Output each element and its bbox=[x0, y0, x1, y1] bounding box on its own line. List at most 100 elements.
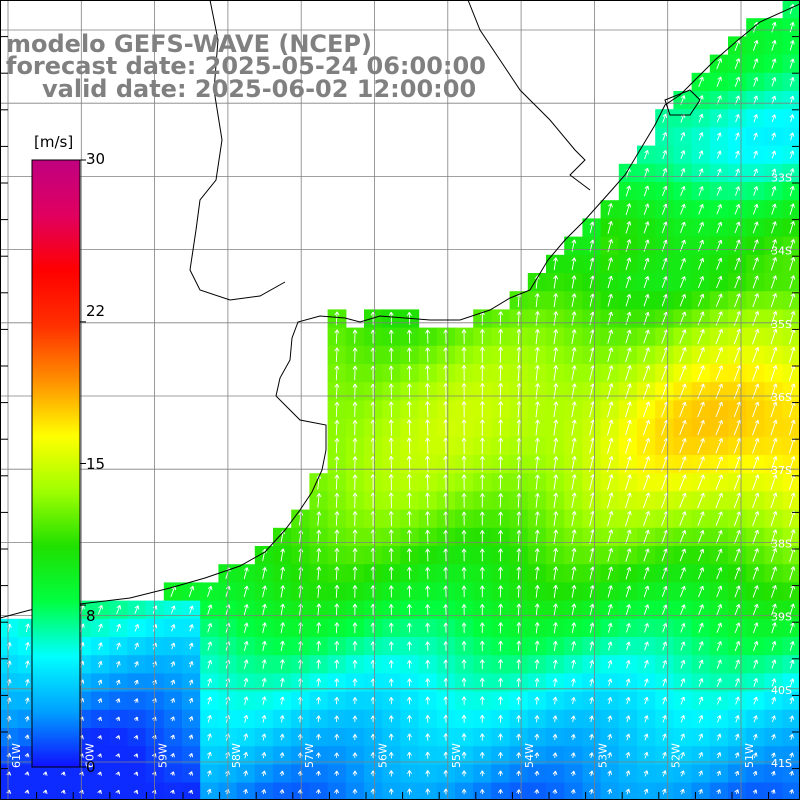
wind-arrow bbox=[753, 150, 758, 159]
wind-arrow bbox=[625, 751, 631, 759]
wind-arrow bbox=[207, 585, 213, 597]
wind-arrow bbox=[498, 714, 503, 723]
wind-arrow bbox=[261, 733, 267, 741]
lat-label: 36S bbox=[771, 391, 792, 404]
wind-arrow bbox=[788, 419, 796, 436]
wind-arrow bbox=[24, 753, 30, 758]
wind-arrow bbox=[188, 661, 194, 668]
wind-arrow bbox=[261, 640, 267, 652]
lon-label: 52W bbox=[670, 743, 683, 768]
wind-arrow bbox=[479, 383, 485, 400]
wind-arrow bbox=[315, 770, 321, 776]
wind-arrow bbox=[406, 419, 412, 436]
wind-arrow bbox=[170, 605, 176, 614]
wind-arrow bbox=[698, 659, 704, 669]
wind-arrow bbox=[388, 365, 394, 381]
wind-arrow bbox=[479, 714, 485, 723]
wind-arrow bbox=[498, 364, 504, 382]
wind-arrow bbox=[479, 751, 485, 759]
wind-arrow bbox=[625, 185, 631, 197]
wind-arrow bbox=[553, 293, 559, 308]
wind-arrow bbox=[552, 622, 558, 634]
wind-arrow bbox=[425, 329, 431, 344]
wind-arrow bbox=[352, 715, 358, 723]
wind-arrow bbox=[388, 585, 394, 598]
wind-arrow bbox=[261, 752, 267, 759]
wind-arrow bbox=[625, 419, 632, 436]
wind-arrow bbox=[60, 789, 66, 795]
wind-arrow bbox=[553, 584, 558, 598]
title-forecast-date: forecast date: 2025-05-24 06:00:00 bbox=[6, 52, 486, 80]
wind-arrow bbox=[97, 771, 102, 776]
wind-arrow bbox=[698, 168, 704, 178]
wind-arrow bbox=[207, 641, 213, 651]
wind-arrow bbox=[643, 715, 649, 723]
wind-arrow bbox=[625, 529, 632, 545]
wind-arrow bbox=[607, 585, 613, 598]
wind-arrow bbox=[697, 347, 705, 363]
wind-arrow bbox=[334, 659, 340, 669]
wind-arrow bbox=[479, 640, 485, 652]
wind-arrow bbox=[261, 770, 267, 777]
wind-arrow bbox=[170, 698, 175, 704]
wind-arrow bbox=[643, 185, 650, 197]
wind-arrow bbox=[607, 257, 613, 271]
wind-arrow bbox=[752, 548, 759, 562]
wind-arrow bbox=[643, 751, 649, 759]
wind-arrow bbox=[715, 548, 723, 562]
wind-arrow bbox=[734, 733, 740, 741]
wind-arrow bbox=[352, 347, 358, 362]
lat-label: 35S bbox=[771, 318, 792, 331]
wind-arrow bbox=[770, 401, 778, 418]
wind-arrow bbox=[734, 529, 741, 544]
wind-arrow bbox=[588, 752, 594, 759]
wind-arrow bbox=[715, 401, 723, 418]
wind-arrow bbox=[24, 734, 30, 740]
wind-arrow bbox=[680, 168, 686, 178]
wind-arrow bbox=[697, 329, 705, 345]
wind-arrow bbox=[552, 715, 558, 723]
wind-arrow bbox=[516, 696, 522, 705]
wind-arrow bbox=[607, 329, 614, 344]
wind-arrow bbox=[24, 678, 30, 686]
wind-arrow bbox=[625, 293, 632, 307]
wind-arrow bbox=[607, 510, 614, 527]
wind-arrow bbox=[407, 696, 412, 705]
wind-arrow bbox=[589, 678, 595, 687]
wind-arrow bbox=[697, 401, 705, 418]
wind-arrow bbox=[643, 203, 650, 215]
wind-arrow bbox=[352, 529, 358, 545]
wind-arrow bbox=[352, 492, 358, 509]
wind-arrow bbox=[771, 678, 777, 687]
wind-arrow bbox=[625, 678, 631, 687]
wind-arrow bbox=[716, 204, 722, 215]
wind-arrow bbox=[552, 752, 558, 758]
wind-arrow bbox=[534, 293, 540, 308]
wind-arrow bbox=[316, 715, 321, 723]
wind-arrow bbox=[279, 733, 285, 741]
wind-arrow bbox=[334, 529, 340, 544]
wind-arrow bbox=[770, 346, 778, 363]
wind-arrow bbox=[770, 275, 777, 289]
wind-arrow bbox=[661, 585, 668, 597]
wind-arrow bbox=[498, 401, 504, 418]
wind-arrow bbox=[60, 771, 66, 776]
wind-arrow bbox=[644, 622, 649, 633]
wind-arrow bbox=[588, 770, 594, 777]
wind-arrow bbox=[516, 677, 522, 687]
wind-arrow bbox=[789, 114, 795, 123]
wind-arrow bbox=[771, 622, 777, 634]
wind-arrow bbox=[498, 696, 503, 705]
wind-arrow bbox=[698, 186, 704, 196]
wind-arrow bbox=[661, 788, 667, 795]
wind-arrow bbox=[280, 622, 285, 634]
wind-arrow bbox=[589, 221, 595, 234]
wind-arrow bbox=[715, 328, 723, 345]
wind-arrow bbox=[334, 401, 340, 417]
wind-arrow bbox=[498, 437, 504, 454]
wind-arrow bbox=[789, 566, 796, 581]
wind-arrow bbox=[679, 585, 686, 597]
wind-arrow bbox=[498, 548, 503, 562]
wind-arrow bbox=[607, 660, 613, 669]
wind-arrow bbox=[461, 696, 467, 705]
